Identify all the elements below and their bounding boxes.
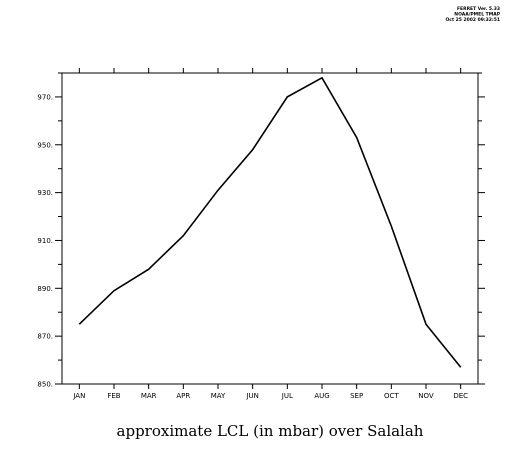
y-tick-label: 850. — [37, 381, 53, 389]
y-tick-label: 870. — [37, 333, 53, 341]
x-tick-label: JUL — [281, 392, 293, 400]
y-tick-label: 930. — [37, 189, 53, 197]
x-tick-label: MAY — [211, 392, 226, 400]
y-tick-label: 890. — [37, 285, 53, 293]
ferret-version: FERRET Ver. 5.33 — [457, 6, 500, 12]
y-tick-label: 910. — [37, 237, 53, 245]
x-tick-label: NOV — [418, 392, 434, 400]
x-tick-label: JAN — [72, 392, 85, 400]
x-tick-label: OCT — [384, 392, 399, 400]
x-tick-label: JUN — [245, 392, 258, 400]
y-tick-label: 950. — [37, 141, 53, 149]
y-tick-labels: 850. 870. 890. 910. 930. 950. 970. — [37, 93, 53, 388]
axis-ticks — [55, 68, 485, 389]
ferret-timestamp: Oct 25 2002 09:32:51 — [445, 17, 500, 23]
plot-frame — [61, 72, 479, 385]
ferret-org: NOAA/PMEL TMAP — [454, 12, 500, 18]
x-tick-label: FEB — [107, 392, 120, 400]
y-tick-label: 970. — [37, 93, 53, 101]
x-tick-labels: JAN FEB MAR APR MAY JUN JUL AUG SEP OCT NOV DEC — [72, 392, 468, 400]
x-tick-label: SEP — [350, 392, 363, 400]
x-tick-label: DEC — [453, 392, 468, 400]
series-line — [78, 76, 462, 368]
x-tick-label: APR — [176, 392, 190, 400]
x-tick-label: AUG — [314, 392, 329, 400]
ferret-stamp: FERRET Ver. 5.33 NOAA/PMEL TMAP Oct 25 2… — [445, 6, 500, 23]
x-tick-label: MAR — [141, 392, 157, 400]
chart-title: approximate LCL (in mbar) over Salalah — [117, 422, 424, 440]
